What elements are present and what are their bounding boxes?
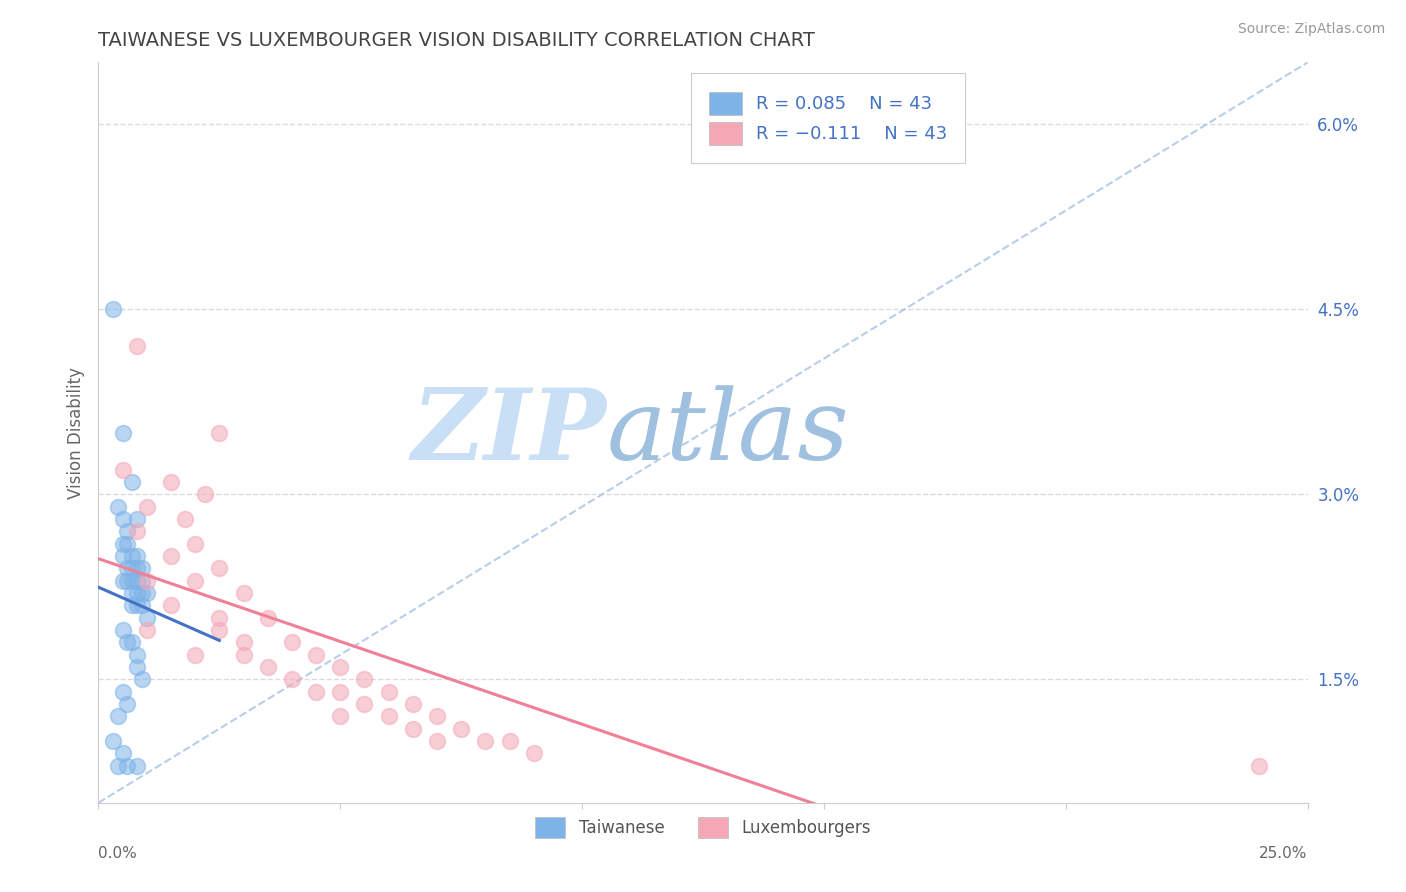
Y-axis label: Vision Disability: Vision Disability bbox=[66, 367, 84, 499]
Text: 0.0%: 0.0% bbox=[98, 846, 138, 861]
Point bbox=[121, 561, 143, 575]
Text: 25.0%: 25.0% bbox=[1260, 846, 1308, 861]
Point bbox=[402, 697, 425, 711]
Point bbox=[117, 758, 139, 772]
Point bbox=[498, 734, 520, 748]
Point bbox=[111, 549, 134, 563]
Point bbox=[305, 685, 328, 699]
Point bbox=[135, 623, 157, 637]
Point bbox=[184, 648, 207, 662]
Point bbox=[208, 611, 231, 625]
Point bbox=[1249, 758, 1271, 772]
Point bbox=[160, 599, 183, 613]
Point bbox=[135, 586, 157, 600]
Point bbox=[127, 599, 149, 613]
Point bbox=[127, 660, 149, 674]
Text: ZIP: ZIP bbox=[412, 384, 606, 481]
Text: Source: ZipAtlas.com: Source: ZipAtlas.com bbox=[1237, 22, 1385, 37]
Point bbox=[160, 549, 183, 563]
Point bbox=[281, 673, 304, 687]
Point bbox=[127, 574, 149, 588]
Point bbox=[117, 574, 139, 588]
Point bbox=[184, 574, 207, 588]
Point bbox=[281, 635, 304, 649]
Point bbox=[127, 339, 149, 353]
Point bbox=[232, 635, 254, 649]
Point bbox=[131, 586, 153, 600]
Point bbox=[377, 709, 399, 723]
Point bbox=[107, 709, 129, 723]
Point bbox=[450, 722, 472, 736]
Point bbox=[256, 611, 278, 625]
Point bbox=[111, 462, 134, 476]
Point bbox=[184, 536, 207, 550]
Legend: Taiwanese, Luxembourgers: Taiwanese, Luxembourgers bbox=[527, 808, 879, 847]
Point bbox=[305, 648, 328, 662]
Text: atlas: atlas bbox=[606, 385, 849, 480]
Point bbox=[121, 635, 143, 649]
Point bbox=[232, 586, 254, 600]
Point bbox=[117, 561, 139, 575]
Point bbox=[353, 673, 375, 687]
Point bbox=[111, 536, 134, 550]
Point bbox=[117, 536, 139, 550]
Point bbox=[121, 586, 143, 600]
Point bbox=[135, 500, 157, 514]
Point bbox=[208, 561, 231, 575]
Point bbox=[117, 524, 139, 539]
Point bbox=[402, 722, 425, 736]
Point bbox=[131, 574, 153, 588]
Point bbox=[174, 512, 197, 526]
Point bbox=[131, 673, 153, 687]
Point bbox=[256, 660, 278, 674]
Point bbox=[353, 697, 375, 711]
Point bbox=[121, 549, 143, 563]
Point bbox=[107, 758, 129, 772]
Point bbox=[160, 475, 183, 489]
Point bbox=[474, 734, 496, 748]
Point bbox=[127, 549, 149, 563]
Point bbox=[111, 425, 134, 440]
Point bbox=[329, 685, 352, 699]
Point bbox=[135, 611, 157, 625]
Point bbox=[111, 512, 134, 526]
Point bbox=[121, 599, 143, 613]
Point bbox=[377, 685, 399, 699]
Point bbox=[426, 734, 449, 748]
Point bbox=[101, 734, 124, 748]
Point bbox=[523, 747, 546, 761]
Point bbox=[127, 758, 149, 772]
Text: TAIWANESE VS LUXEMBOURGER VISION DISABILITY CORRELATION CHART: TAIWANESE VS LUXEMBOURGER VISION DISABIL… bbox=[98, 30, 815, 50]
Point bbox=[117, 697, 139, 711]
Point bbox=[127, 512, 149, 526]
Point bbox=[135, 574, 157, 588]
Point bbox=[127, 648, 149, 662]
Point bbox=[111, 747, 134, 761]
Point bbox=[426, 709, 449, 723]
Point bbox=[329, 660, 352, 674]
Point bbox=[131, 599, 153, 613]
Point bbox=[101, 302, 124, 317]
Point bbox=[127, 561, 149, 575]
Point bbox=[111, 574, 134, 588]
Point bbox=[121, 475, 143, 489]
Point bbox=[208, 425, 231, 440]
Point bbox=[111, 685, 134, 699]
Point bbox=[117, 635, 139, 649]
Point bbox=[194, 487, 217, 501]
Point bbox=[121, 574, 143, 588]
Point bbox=[329, 709, 352, 723]
Point bbox=[111, 623, 134, 637]
Point bbox=[107, 500, 129, 514]
Point bbox=[131, 561, 153, 575]
Point bbox=[127, 524, 149, 539]
Point bbox=[127, 586, 149, 600]
Point bbox=[232, 648, 254, 662]
Point bbox=[208, 623, 231, 637]
